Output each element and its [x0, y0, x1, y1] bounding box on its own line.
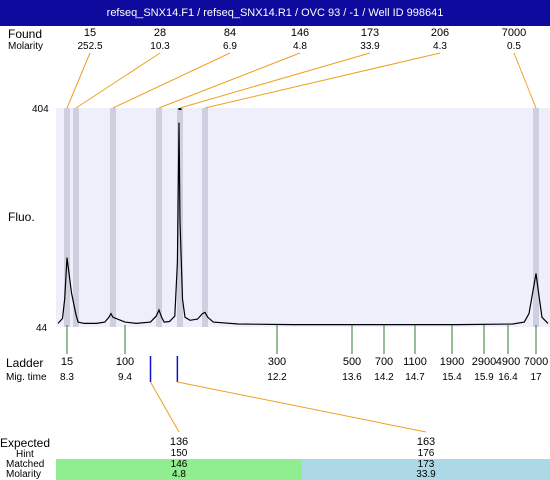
ladder-time-label: 12.2 [267, 372, 287, 383]
expected-hint-label: 176 [417, 448, 435, 459]
ladder-time-label: 16.4 [498, 372, 518, 383]
expected-connector [177, 381, 427, 433]
ladder-size-label: 300 [267, 356, 287, 368]
ladder-time-label: 14.2 [374, 372, 394, 383]
found-peak-band [64, 108, 70, 327]
matched-band [56, 459, 302, 480]
found-peak-band [533, 108, 539, 327]
found-size-label: 84 [223, 27, 237, 39]
found-connector [158, 52, 301, 109]
ladder-time-label: 15.4 [442, 372, 462, 383]
fluo-label: Fluo. [8, 210, 35, 224]
ladder-time-label: 14.7 [405, 372, 425, 383]
found-molarity-label: 0.5 [507, 41, 521, 52]
ladder-time-label: 17 [530, 372, 542, 383]
hint-label: Hint [16, 449, 34, 460]
expected-matched-label: 173 [417, 459, 435, 470]
found-size-label: 15 [83, 27, 97, 39]
expected-molarity-label: 33.9 [416, 469, 436, 480]
ladder-size-label: 7000 [523, 356, 549, 368]
matched-band [302, 459, 550, 480]
found-label: Found [8, 27, 43, 41]
plot-area [56, 108, 550, 327]
found-size-label: 206 [430, 27, 450, 39]
found-size-label: 28 [153, 27, 167, 39]
ladder-time-label: 13.6 [342, 372, 362, 383]
molarity-label: Molarity [8, 41, 44, 52]
found-peak-band [202, 108, 208, 327]
expected-molarity-label: 4.8 [172, 469, 186, 480]
ladder-size-label: 100 [115, 356, 135, 368]
found-molarity-label: 6.9 [223, 41, 237, 52]
y-tick-bottom: 44 [36, 323, 48, 334]
found-molarity-label: 252.5 [77, 41, 103, 52]
ladder-time-label: 15.9 [474, 372, 494, 383]
found-connector [204, 52, 441, 109]
expected-label: Expected [0, 436, 51, 450]
expected-hint-label: 150 [170, 448, 188, 459]
found-molarity-label: 4.3 [433, 41, 447, 52]
expected-matched-label: 146 [170, 459, 188, 470]
found-peak-band [73, 108, 79, 327]
found-molarity-label: 10.3 [150, 41, 170, 52]
found-connector [112, 52, 231, 109]
fluorescence-trace [57, 122, 549, 326]
ladder-size-label: 15 [60, 356, 74, 368]
ladder-time-label: 8.3 [60, 372, 74, 383]
ladder-label: Ladder [6, 356, 44, 370]
ladder-size-label: 1900 [439, 356, 465, 368]
found-peak-band [156, 108, 162, 327]
found-connector [66, 52, 91, 109]
found-peak-band [110, 108, 116, 327]
bottom-molarity-label: Molarity [6, 469, 42, 480]
y-tick-top: 404 [32, 104, 49, 115]
found-connector [75, 52, 161, 109]
mig-time-label: Mig. time [6, 372, 47, 383]
ladder-size-label: 4900 [495, 356, 521, 368]
found-connector [513, 52, 537, 109]
ladder-size-label: 1100 [403, 356, 427, 368]
ladder-time-label: 9.4 [118, 372, 132, 383]
found-size-label: 146 [290, 27, 310, 39]
found-molarity-label: 4.8 [293, 41, 307, 52]
expected-size-label: 163 [416, 436, 436, 448]
ladder-size-label: 700 [374, 356, 394, 368]
found-size-label: 173 [360, 27, 380, 39]
expected-connector [150, 381, 180, 433]
expected-size-label: 136 [169, 436, 189, 448]
ladder-size-label: 500 [342, 356, 362, 368]
window-title: refseq_SNX14.F1 / refseq_SNX14.R1 / OVC … [0, 0, 550, 26]
found-connector [179, 52, 371, 109]
found-molarity-label: 33.9 [360, 41, 380, 52]
found-size-label: 7000 [501, 27, 527, 39]
ladder-size-label: 2900 [471, 356, 497, 368]
matched-label: Matched [6, 459, 45, 470]
